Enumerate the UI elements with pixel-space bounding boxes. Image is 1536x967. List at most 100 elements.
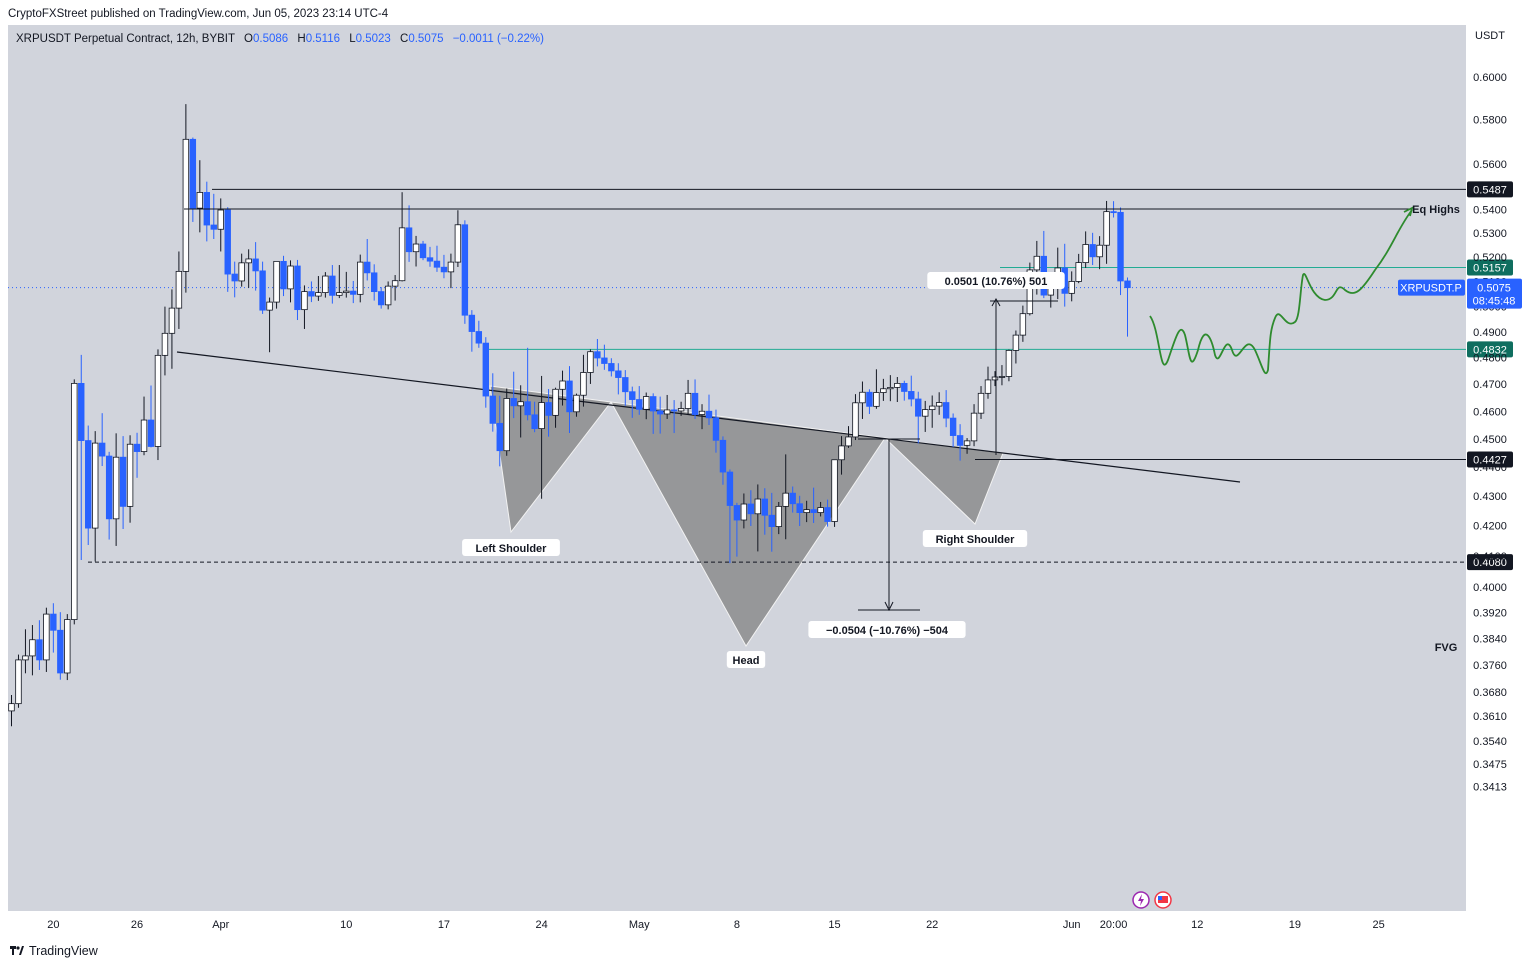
- candle: [622, 370, 629, 406]
- candle: [929, 395, 936, 428]
- candle-body: [587, 351, 594, 373]
- candle: [580, 354, 587, 407]
- candle-body: [329, 275, 336, 296]
- candle-body: [92, 442, 99, 529]
- symbol-tag-box: [1398, 279, 1465, 296]
- candle-body: [475, 331, 483, 344]
- footer-brand[interactable]: TradingView: [10, 944, 98, 958]
- symbol-title: XRPUSDT Perpetual Contract, 12h, BYBIT: [16, 33, 235, 45]
- candle-body: [998, 376, 1006, 378]
- candle-body: [496, 422, 503, 452]
- candle: [329, 265, 336, 304]
- price-tick-0.5300: 0.5300: [1473, 228, 1507, 240]
- candle-body: [831, 459, 838, 522]
- candle-body: [880, 388, 887, 393]
- candle: [92, 431, 99, 562]
- time-tick-15: 15: [828, 919, 840, 931]
- candle: [1089, 232, 1096, 266]
- candle: [50, 603, 57, 653]
- high-label: H: [297, 33, 306, 45]
- candle: [482, 337, 489, 408]
- candle-body: [949, 417, 957, 436]
- candle-body: [705, 410, 713, 419]
- candle-body: [405, 227, 413, 253]
- candle: [831, 459, 838, 527]
- candle: [496, 395, 503, 467]
- candle: [71, 379, 78, 625]
- candle-body: [775, 505, 782, 527]
- label-right-shoulder-box: [922, 530, 1028, 547]
- candle-body: [503, 398, 510, 452]
- candle: [85, 425, 92, 546]
- level-tag-0.5157: 0.5157: [1473, 262, 1507, 274]
- candle: [698, 404, 706, 430]
- candle-body: [929, 405, 936, 411]
- price-tick-0.3475: 0.3475: [1473, 759, 1507, 771]
- candle-body: [168, 307, 176, 334]
- candle-body: [552, 388, 559, 416]
- candle: [29, 625, 36, 676]
- candle: [168, 289, 176, 369]
- candle: [133, 432, 141, 478]
- candle-body: [182, 138, 190, 272]
- label-measure-up-box: [927, 272, 1065, 289]
- candle-body: [915, 398, 922, 417]
- candle: [301, 285, 308, 329]
- candle: [22, 629, 29, 674]
- candle-body: [656, 410, 664, 415]
- close-label: C: [400, 33, 409, 45]
- time-tick-20: 20: [47, 919, 59, 931]
- candle: [901, 380, 908, 401]
- candle-body: [224, 209, 231, 275]
- level-tag-box-0.4427: [1467, 451, 1513, 468]
- candle-body: [370, 272, 378, 293]
- candle-body: [322, 275, 329, 293]
- level-tag-box-0.4832: [1467, 341, 1513, 358]
- price-tick-0.4800: 0.4800: [1473, 353, 1507, 365]
- candle-body: [259, 270, 266, 311]
- candle: [475, 320, 483, 348]
- price-tick-0.4700: 0.4700: [1473, 379, 1507, 391]
- candle-body: [970, 412, 978, 442]
- candle-body: [440, 266, 448, 273]
- candle: [510, 371, 517, 419]
- low-value: 0.5023: [355, 33, 391, 45]
- candle: [426, 246, 434, 267]
- candle: [761, 488, 768, 535]
- level-tag-box-0.5157: [1467, 259, 1513, 276]
- candle: [259, 261, 266, 314]
- candle-body: [531, 414, 538, 430]
- candle: [998, 365, 1006, 386]
- candle-body: [866, 391, 873, 407]
- candle: [1096, 236, 1103, 270]
- time-tick-19: 19: [1289, 919, 1301, 931]
- candle-body: [1117, 211, 1124, 282]
- candle: [405, 205, 413, 262]
- candle: [963, 438, 971, 454]
- time-axis[interactable]: [8, 911, 1466, 935]
- candle: [280, 255, 287, 297]
- candle-body: [447, 261, 455, 273]
- candle: [789, 486, 796, 513]
- candle-body: [280, 260, 287, 290]
- candle: [949, 413, 957, 448]
- candle: [922, 400, 929, 432]
- candle-body: [573, 394, 580, 413]
- price-tick-0.3680: 0.3680: [1473, 687, 1507, 699]
- candle-body: [712, 417, 720, 441]
- candle-body: [852, 402, 859, 438]
- level-tag-0.4427: 0.4427: [1473, 454, 1507, 466]
- price-axis[interactable]: [1466, 25, 1536, 935]
- candle: [803, 500, 810, 523]
- candle-body: [684, 392, 692, 409]
- candle-body: [377, 291, 385, 306]
- candle-body: [942, 402, 950, 419]
- candle-body: [29, 639, 36, 657]
- candle: [1117, 207, 1124, 296]
- candle: [224, 207, 231, 292]
- candle-body: [140, 419, 148, 452]
- label-head-box: [726, 651, 766, 668]
- candle: [266, 297, 273, 353]
- candle-body: [733, 505, 741, 521]
